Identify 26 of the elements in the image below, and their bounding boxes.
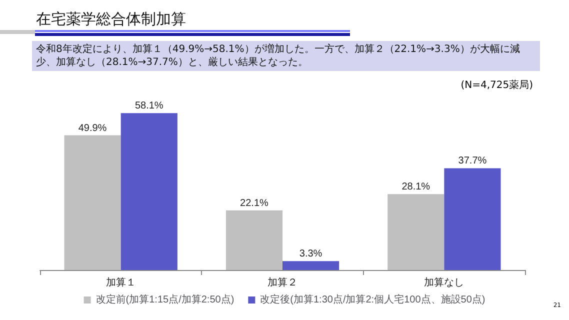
- text: %: [421, 182, 430, 193]
- text: %: [98, 122, 107, 134]
- text: %: [478, 156, 487, 167]
- text: %: [259, 198, 268, 209]
- text: (N=4,725薬局): [460, 78, 533, 92]
- bar: [64, 135, 121, 270]
- bar: [282, 261, 340, 270]
- data-label: 58.1: [134, 100, 155, 112]
- bar: [226, 210, 282, 270]
- x-tick-label: 加算なし: [424, 276, 464, 288]
- chart-title: 在宅薬学総合体制加算: [36, 10, 186, 29]
- bar: [120, 113, 178, 270]
- legend-label: 改定後(加算1:30点/加算2:個人宅100点、施設50点): [260, 294, 486, 306]
- bar: [444, 168, 501, 270]
- x-tick-label: 加算２: [268, 276, 298, 288]
- text: %: [313, 248, 322, 260]
- data-label: 28.1: [402, 182, 422, 193]
- bar: [388, 194, 444, 270]
- data-label: 22.1: [240, 198, 260, 209]
- chart-subtitle: 令和8年改定により、加算１（49.9%→58.1%）が増加した。一方で、加算２（22.1%→3.3%）が大幅に減少、加算なし（28.1%→37.7%）と、厳しい結果となった。: [32, 41, 540, 71]
- x-tick-label: 加算１: [106, 276, 136, 288]
- data-label: 3.3: [299, 248, 314, 260]
- text: %: [154, 100, 164, 112]
- data-label: 49.9: [78, 122, 98, 134]
- legend-label: 改定前(加算1:15点/加算2:50点): [96, 294, 234, 306]
- data-label: 37.7: [458, 156, 478, 167]
